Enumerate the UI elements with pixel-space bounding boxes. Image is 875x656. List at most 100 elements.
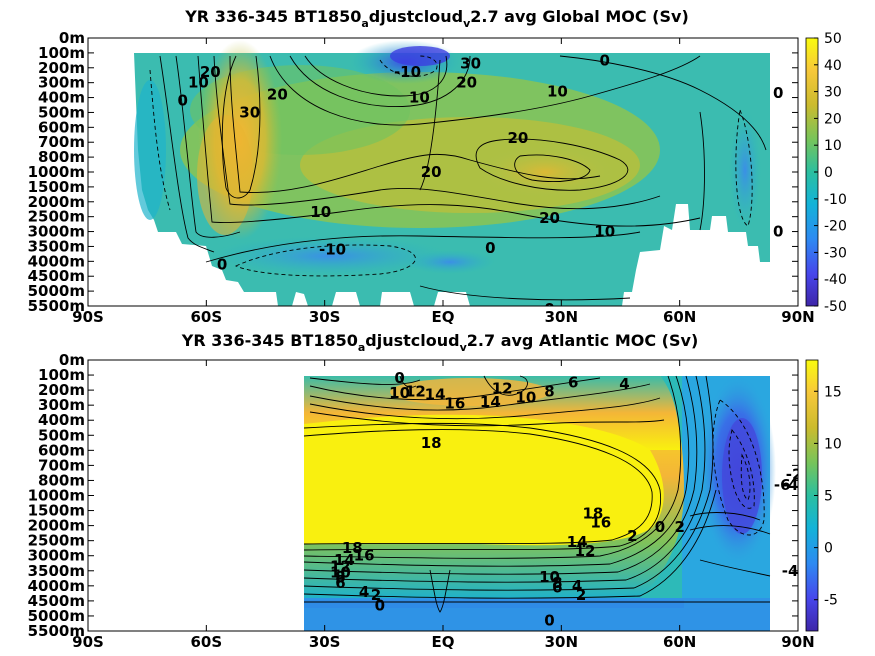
contour-label: 6 bbox=[552, 578, 562, 596]
atlantic-x-ticks: 90S 60S 30S EQ 30N 60N 90N bbox=[72, 360, 815, 651]
y-tick-label: 600m bbox=[38, 118, 85, 136]
contour-label: 12 bbox=[575, 542, 596, 560]
x-tick-label: 60N bbox=[663, 633, 696, 651]
contour-label: 0 bbox=[375, 596, 385, 614]
y-tick-label: 100m bbox=[38, 44, 85, 62]
y-tick-label: 5500m bbox=[28, 622, 85, 640]
contour-label: 30 bbox=[239, 103, 260, 121]
y-tick-label: 100m bbox=[38, 366, 85, 384]
x-tick-label: 30S bbox=[309, 308, 341, 326]
contour-label: 0 bbox=[544, 300, 554, 318]
colorbar-tick-label: 40 bbox=[824, 58, 842, 74]
contour-label: 10 bbox=[547, 83, 568, 101]
colorbar-tick-label: 10 bbox=[824, 138, 842, 154]
contour-label: -10 bbox=[319, 240, 346, 258]
x-tick-label: 90N bbox=[781, 633, 814, 651]
title-subscript: a bbox=[358, 341, 365, 354]
contour-label: 20 bbox=[421, 163, 442, 181]
contour-label: 0 bbox=[655, 518, 665, 536]
atlantic-contour-lines bbox=[303, 375, 771, 613]
y-tick-label: 1000m bbox=[28, 487, 85, 505]
y-tick-label: 1500m bbox=[28, 178, 85, 196]
contour-label: 0 bbox=[773, 84, 783, 102]
y-tick-label: 200m bbox=[38, 381, 85, 399]
contour-label: 10 bbox=[515, 389, 536, 407]
x-tick-label: 60S bbox=[190, 308, 222, 326]
contour-label: 20 bbox=[267, 86, 288, 104]
contour-label: 16 bbox=[444, 395, 465, 413]
contour-label: 16 bbox=[354, 547, 375, 565]
title-segment: YR 336-345 BT1850 bbox=[181, 331, 358, 350]
y-tick-label: 2000m bbox=[28, 193, 85, 211]
global-y-ticks: 0m100m200m300m400m500m600m700m800m1000m1… bbox=[28, 29, 798, 315]
contour-label: 20 bbox=[200, 63, 221, 81]
contour-label: 12 bbox=[492, 380, 513, 398]
contour-label: 18 bbox=[342, 539, 363, 557]
contour-label: 8 bbox=[544, 383, 554, 401]
y-tick-label: 1000m bbox=[28, 163, 85, 181]
contour-label: 20 bbox=[539, 209, 560, 227]
contour-label: 18 bbox=[421, 434, 442, 452]
y-tick-label: 4500m bbox=[28, 592, 85, 610]
y-tick-label: 3000m bbox=[28, 223, 85, 241]
colorbar-tick-label: -5 bbox=[824, 593, 838, 609]
contour-label: 10 bbox=[539, 568, 560, 586]
contour-label: 0 bbox=[600, 51, 610, 69]
x-tick-label: 60N bbox=[663, 308, 696, 326]
colorbar-tick-label: -10 bbox=[824, 192, 847, 208]
x-tick-label: 30N bbox=[545, 308, 578, 326]
colorbar-tick-label: 10 bbox=[824, 436, 842, 452]
colorbar-tick-label: 5 bbox=[824, 489, 833, 505]
title-segment: djustcloud bbox=[365, 331, 459, 350]
contour-label: 0 bbox=[217, 255, 227, 273]
contour-label: 10 bbox=[389, 384, 410, 402]
y-tick-label: 0m bbox=[59, 29, 85, 47]
global-colorbar-ticks: 50 40 30 20 10 0 -10 -20 -30 -40 -50 bbox=[814, 31, 847, 315]
contour-label: 14 bbox=[425, 386, 446, 404]
y-tick-label: 3500m bbox=[28, 237, 85, 255]
contour-label: 10 bbox=[188, 74, 209, 92]
contour-label: 0 bbox=[544, 611, 554, 629]
contour-label: 12 bbox=[405, 383, 426, 401]
contour-label: -10 bbox=[394, 63, 421, 81]
contour-label: 14 bbox=[334, 551, 355, 569]
colorbar-tick-label: -40 bbox=[824, 272, 847, 288]
contour-label: 2 bbox=[576, 586, 586, 604]
contour-label: 4 bbox=[572, 577, 582, 595]
colorbar-tick-label: -20 bbox=[824, 219, 847, 235]
contour-label: 10 bbox=[594, 223, 615, 241]
y-tick-label: 4500m bbox=[28, 267, 85, 285]
global-moc-panel: YR 336-345 BT1850adjustcloudv2.7 avg Glo… bbox=[28, 7, 847, 326]
contour-label: 2 bbox=[371, 586, 381, 604]
contour-label: 0 bbox=[773, 223, 783, 241]
contour-label: 0 bbox=[485, 239, 495, 257]
y-tick-label: 200m bbox=[38, 59, 85, 77]
global-contour-lines bbox=[149, 55, 767, 301]
contour-label: 0 bbox=[394, 369, 404, 387]
contour-label: 6 bbox=[335, 574, 345, 592]
y-tick-label: 700m bbox=[38, 456, 85, 474]
contour-label: 30 bbox=[460, 54, 481, 72]
contour-label: -4 bbox=[782, 562, 799, 580]
atlantic-moc-panel: YR 336-345 BT1850adjustcloudv2.7 avg Atl… bbox=[28, 331, 842, 651]
colorbar-tick-label: 30 bbox=[824, 85, 842, 101]
title-subscript: a bbox=[361, 17, 368, 30]
title-segment: 2.7 avg Global MOC (Sv) bbox=[470, 7, 689, 26]
contour-label: 2 bbox=[674, 518, 684, 536]
y-tick-label: 5500m bbox=[28, 297, 85, 315]
contour-label: 2 bbox=[627, 527, 637, 545]
y-tick-label: 400m bbox=[38, 89, 85, 107]
x-tick-label: 30N bbox=[545, 633, 578, 651]
y-tick-label: 5000m bbox=[28, 282, 85, 300]
contour-label: 8 bbox=[552, 574, 562, 592]
colorbar-tick-label: -50 bbox=[824, 299, 847, 315]
y-tick-label: 300m bbox=[38, 396, 85, 414]
contour-label: 16 bbox=[590, 514, 611, 532]
y-tick-label: 3500m bbox=[28, 562, 85, 580]
colorbar-tick-label: 15 bbox=[824, 384, 842, 400]
y-tick-label: 700m bbox=[38, 133, 85, 151]
